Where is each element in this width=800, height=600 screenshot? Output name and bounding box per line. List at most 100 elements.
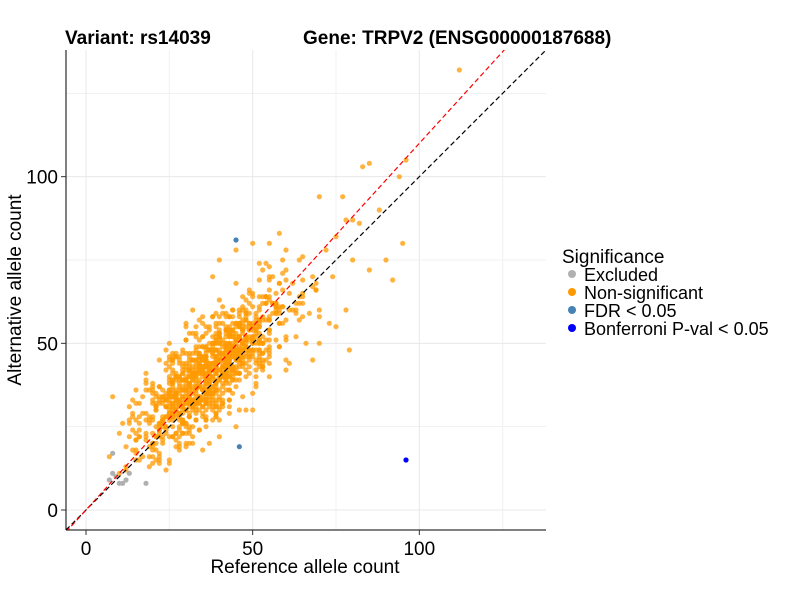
data-point [253, 367, 259, 373]
data-point [186, 424, 192, 430]
data-point [163, 397, 169, 403]
data-point [243, 374, 249, 380]
data-point [203, 424, 209, 430]
data-point [196, 367, 202, 373]
data-point [110, 450, 116, 456]
legend-entry: Non-significant [568, 283, 703, 303]
data-point [263, 300, 269, 306]
data-point [193, 334, 199, 340]
data-point [196, 407, 202, 413]
data-point [170, 380, 176, 386]
data-point [150, 397, 156, 403]
data-point [293, 334, 299, 340]
data-point [330, 274, 336, 280]
series-fdr-0-05 [233, 237, 242, 450]
data-point [260, 267, 266, 273]
data-point [180, 370, 186, 376]
data-point [170, 434, 176, 440]
data-point [120, 480, 126, 486]
data-point [203, 324, 209, 330]
data-point [246, 320, 252, 326]
data-point [306, 310, 312, 316]
data-point [203, 330, 209, 336]
data-point [226, 404, 232, 410]
data-point [120, 420, 126, 426]
data-point [263, 260, 269, 266]
data-point [243, 297, 249, 303]
data-point [280, 270, 286, 276]
data-point [200, 364, 206, 370]
data-point [153, 390, 159, 396]
data-point [246, 334, 252, 340]
data-point [243, 407, 249, 413]
data-point [163, 367, 169, 373]
data-point [193, 410, 199, 416]
data-point [163, 390, 169, 396]
data-point [226, 380, 232, 386]
data-point [383, 257, 389, 263]
data-point [223, 340, 229, 346]
data-point [156, 430, 162, 436]
data-point [223, 324, 229, 330]
data-point [303, 340, 309, 346]
data-point [216, 417, 222, 423]
data-point [176, 400, 182, 406]
data-point [160, 440, 166, 446]
data-point [220, 360, 226, 366]
data-point [123, 477, 129, 483]
data-point [190, 357, 196, 363]
data-point [456, 67, 462, 73]
data-point [186, 430, 192, 436]
data-point [183, 324, 189, 330]
data-point [360, 164, 366, 170]
data-point [313, 287, 319, 293]
data-point [236, 370, 242, 376]
data-point [170, 410, 176, 416]
data-point [246, 364, 252, 370]
data-point [170, 354, 176, 360]
data-point [286, 290, 292, 296]
data-point [256, 354, 262, 360]
data-point [266, 327, 272, 333]
data-point [173, 430, 179, 436]
data-point [193, 324, 199, 330]
data-point [200, 370, 206, 376]
y-tick-label: 0 [47, 501, 58, 522]
data-point [210, 360, 216, 366]
data-point [273, 290, 279, 296]
chart-title-gene: Gene: TRPV2 (ENSG00000187688) [303, 28, 611, 49]
data-point [310, 357, 316, 363]
data-point [283, 277, 289, 283]
data-point [216, 434, 222, 440]
data-point [216, 377, 222, 383]
data-point [213, 310, 219, 316]
data-point [236, 314, 242, 320]
data-point [266, 337, 272, 343]
x-tick-label: 0 [81, 539, 92, 560]
data-point [166, 374, 172, 380]
data-point [233, 237, 239, 243]
data-point [160, 387, 166, 393]
data-point [160, 417, 166, 423]
data-point [180, 430, 186, 436]
data-point [340, 194, 346, 200]
data-point [146, 454, 152, 460]
data-point [316, 307, 322, 313]
data-point [280, 304, 286, 310]
data-point [260, 340, 266, 346]
data-point [256, 260, 262, 266]
series-bonferroni-p-val-0-05 [403, 457, 409, 463]
data-point [123, 444, 129, 450]
legend-title: Significance [562, 247, 664, 268]
data-point [170, 360, 176, 366]
data-point [300, 254, 306, 260]
data-point [220, 344, 226, 350]
grid [66, 50, 546, 530]
data-point [133, 387, 139, 393]
data-point [156, 384, 162, 390]
data-point [350, 217, 356, 223]
data-point [316, 314, 322, 320]
data-point [186, 360, 192, 366]
data-point [250, 294, 256, 300]
data-point [266, 374, 272, 380]
